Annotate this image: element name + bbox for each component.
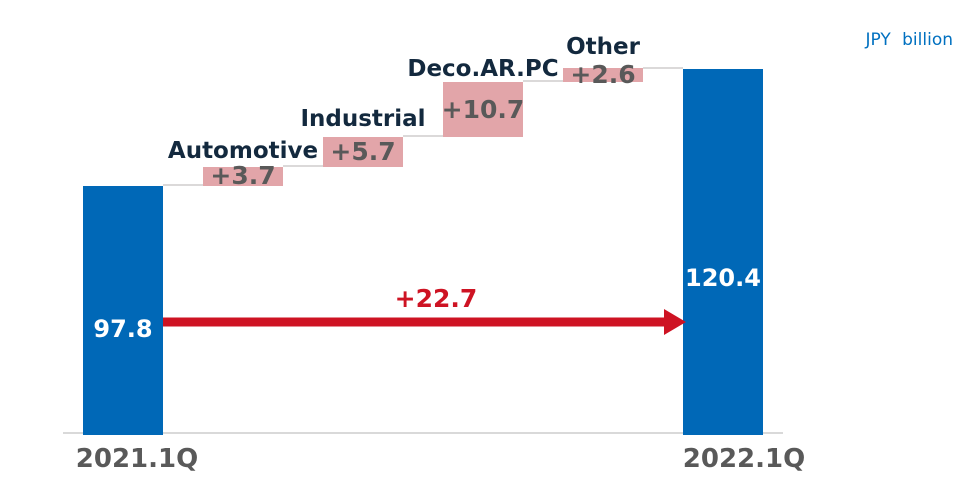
step-name-label: Deco.AR.PC [407, 56, 559, 82]
step-box-industrial [323, 137, 403, 167]
x-axis-label-end: 2022.1Q [682, 444, 806, 474]
start-total-bar [83, 186, 163, 435]
step-delta-label: +10.7 [441, 95, 525, 124]
end-bar-value-label: 120.4 [685, 264, 761, 292]
step-box-deco-ar-pc [443, 82, 523, 137]
step-name-label: Automotive [167, 138, 319, 164]
connector-line [643, 67, 683, 69]
baseline-axis [63, 432, 783, 434]
x-axis-label-start: 2021.1Q [75, 444, 199, 474]
step-name-label: Other [566, 34, 640, 60]
step-box-automotive [203, 167, 283, 186]
unit-label: JPY billion [865, 30, 953, 50]
connector-line [403, 135, 443, 137]
step-name-label: Industrial [300, 106, 426, 132]
step-delta-label: +5.7 [330, 137, 396, 166]
connector-line [283, 165, 323, 167]
step-box-other [563, 68, 643, 82]
connector-line [163, 184, 203, 186]
connector-line [523, 80, 563, 82]
start-bar-value-label: 97.8 [93, 315, 153, 343]
end-total-bar [683, 69, 763, 435]
step-delta-label: +3.7 [210, 161, 276, 190]
step-delta-label: +2.6 [570, 60, 636, 89]
total-change-label: +22.7 [394, 284, 478, 313]
